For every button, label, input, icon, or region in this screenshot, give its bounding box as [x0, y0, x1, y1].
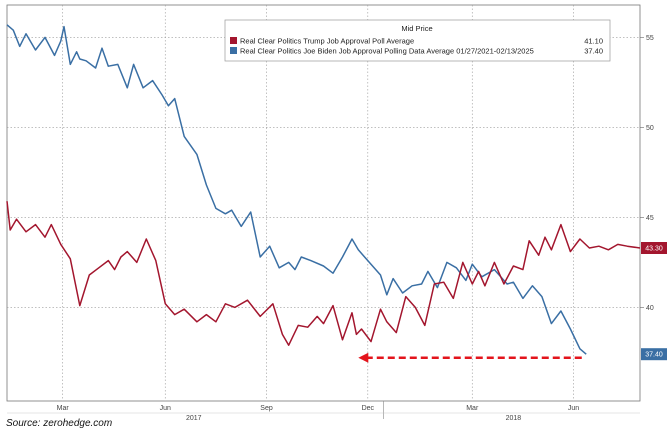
x-tick-label: Jun — [568, 405, 579, 412]
legend-swatch-biden — [230, 47, 237, 54]
legend: Mid Price Real Clear Politics Trump Job … — [224, 19, 611, 62]
y-tick-label: 55 — [646, 35, 654, 42]
series-line-trump — [6, 201, 641, 346]
source-caption: Source: zerohedge.com — [6, 418, 113, 429]
x-tick-label: Sep — [260, 405, 273, 412]
axes: 40 45 50 55 Mar Jun Sep Dec Mar Jun 2017 2018 43.30 3… — [7, 35, 667, 422]
plot-area — [6, 4, 641, 402]
legend-swatch-trump — [230, 37, 237, 44]
x-year-label: 2017 — [186, 415, 202, 422]
series-lines — [6, 24, 641, 355]
annotation-arrow-head — [358, 352, 369, 363]
x-tick-label: Mar — [466, 405, 479, 412]
y-tick-label: 40 — [646, 305, 654, 312]
x-tick-label: Jun — [160, 405, 171, 412]
x-tick-label: Dec — [362, 405, 375, 412]
end-label-box-trump — [641, 242, 667, 254]
annotation — [358, 352, 582, 363]
end-label-trump: 43.30 — [645, 246, 663, 253]
x-year-label: 2018 — [506, 415, 522, 422]
y-tick-label: 50 — [646, 125, 654, 132]
legend-label-trump: Real Clear Politics Trump Job Approval P… — [240, 37, 414, 46]
series-line-biden — [6, 24, 587, 355]
end-label-box-biden — [641, 348, 667, 361]
legend-value-biden: 37.40 — [584, 47, 603, 56]
x-tick-label: Mar — [57, 405, 70, 412]
y-tick-label: 45 — [646, 215, 654, 222]
legend-label-biden: Real Clear Politics Joe Biden Job Approv… — [240, 47, 534, 56]
legend-title: Mid Price — [401, 24, 432, 33]
end-label-biden: 37.40 — [645, 352, 663, 359]
legend-value-trump: 41.10 — [584, 37, 603, 46]
